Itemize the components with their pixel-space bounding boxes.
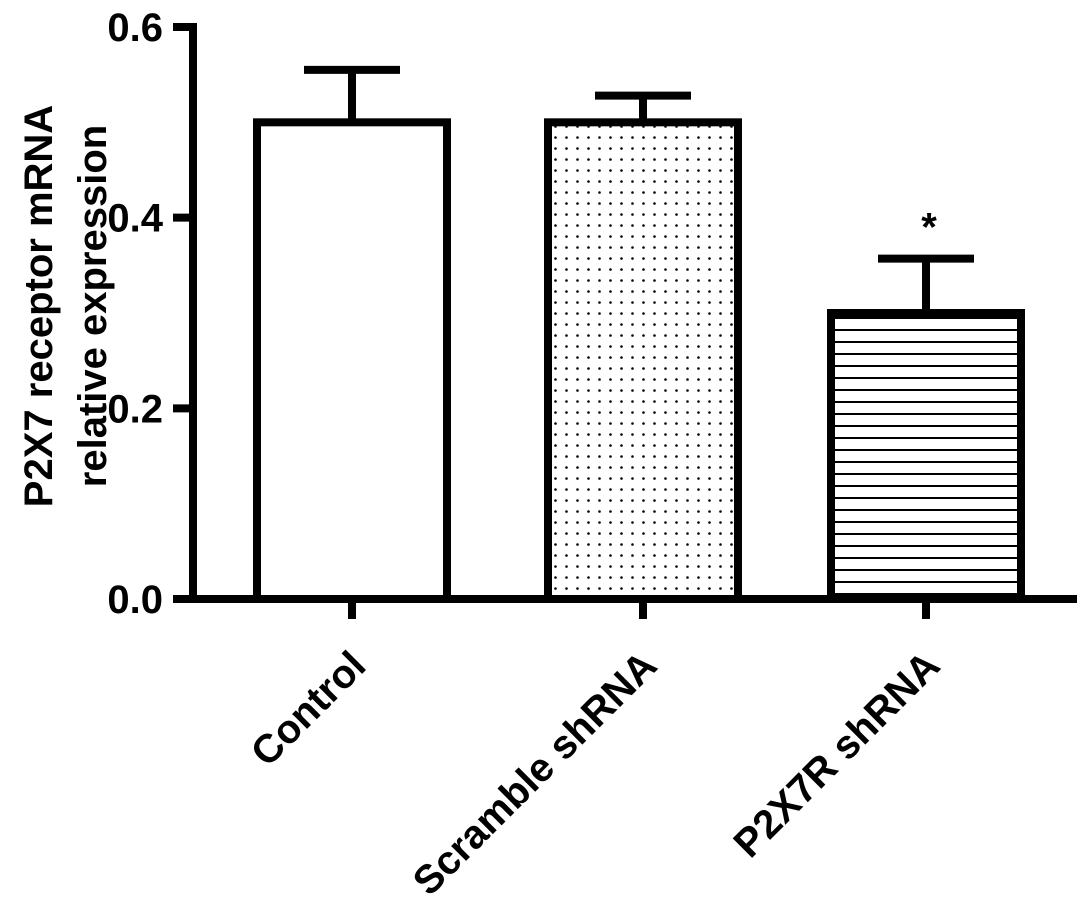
y-tick-label: 0.6 — [107, 6, 163, 50]
x-category-label: Control — [243, 643, 375, 775]
bar-control — [253, 118, 451, 603]
x-axis-category-labels: Control Scramble shRNA P2X7R shRNA — [243, 643, 949, 904]
error-bars — [304, 65, 974, 313]
x-category-label: P2X7R shRNA — [725, 643, 948, 866]
x-category-label: Scramble shRNA — [405, 643, 666, 904]
bar-p2x7r-shrna — [827, 309, 1025, 603]
significance-marker: * — [921, 206, 937, 250]
annotations: * — [921, 206, 937, 250]
y-axis-title-line-1: P2X7 receptor mRNA — [17, 105, 61, 507]
y-tick-label: 0.2 — [107, 387, 163, 431]
y-axis-title-line-2: relative expression — [71, 125, 115, 487]
y-tick-label: 0.4 — [107, 197, 163, 241]
y-tick-label: 0.0 — [107, 578, 163, 622]
bar-scramble-shrna — [544, 118, 742, 603]
y-axis-ticks: 0.0 0.2 0.4 0.6 — [107, 6, 193, 622]
y-axis-title: P2X7 receptor mRNA relative expression — [17, 105, 115, 507]
bars — [253, 118, 1025, 603]
axes — [189, 23, 1077, 619]
